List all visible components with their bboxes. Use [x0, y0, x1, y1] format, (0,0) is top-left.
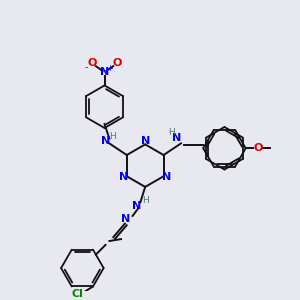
Text: N: N — [172, 133, 182, 142]
Text: N: N — [121, 214, 130, 224]
Text: O: O — [87, 58, 97, 68]
Text: N: N — [100, 67, 109, 77]
Text: N: N — [132, 201, 141, 211]
Text: N: N — [101, 136, 110, 146]
Text: N: N — [162, 172, 171, 182]
Text: O: O — [112, 58, 122, 68]
Text: N: N — [119, 172, 128, 182]
Text: -: - — [84, 62, 88, 72]
Text: N: N — [140, 136, 150, 146]
Text: H: H — [142, 196, 148, 205]
Text: H: H — [168, 128, 175, 137]
Text: O: O — [254, 143, 263, 153]
Text: Cl: Cl — [72, 289, 83, 299]
Text: H: H — [109, 132, 116, 141]
Text: +: + — [106, 64, 113, 73]
